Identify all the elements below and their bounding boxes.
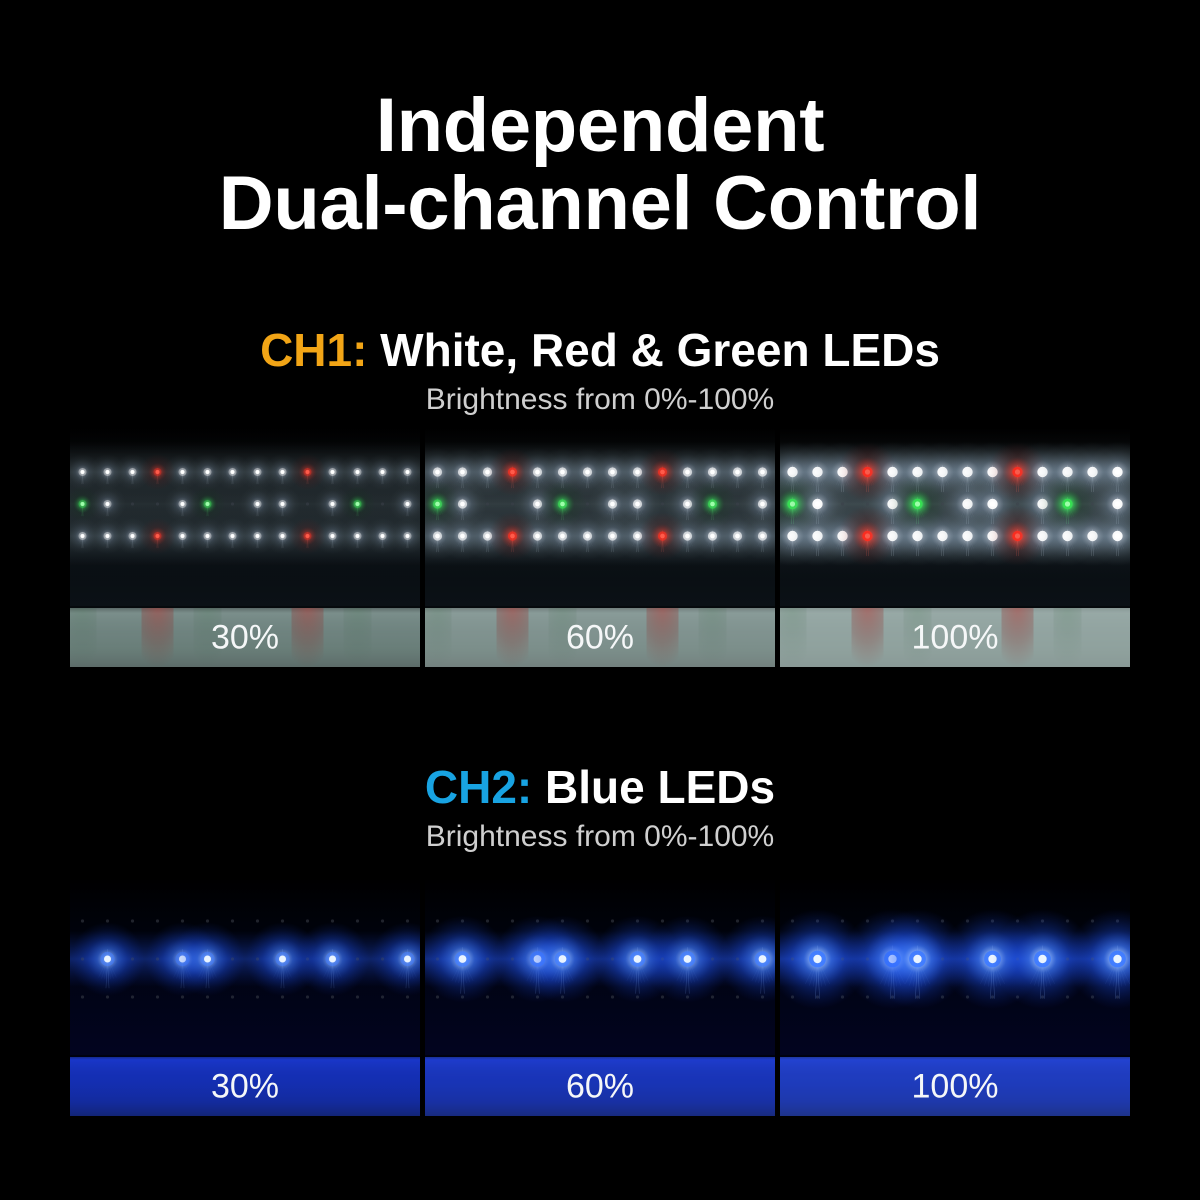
svg-text:30%: 30% <box>211 619 279 657</box>
svg-text:30%: 30% <box>211 1068 279 1106</box>
svg-text:60%: 60% <box>566 1068 634 1106</box>
svg-text:100%: 100% <box>912 1068 999 1106</box>
svg-text:100%: 100% <box>912 619 999 657</box>
svg-text:60%: 60% <box>566 619 634 657</box>
